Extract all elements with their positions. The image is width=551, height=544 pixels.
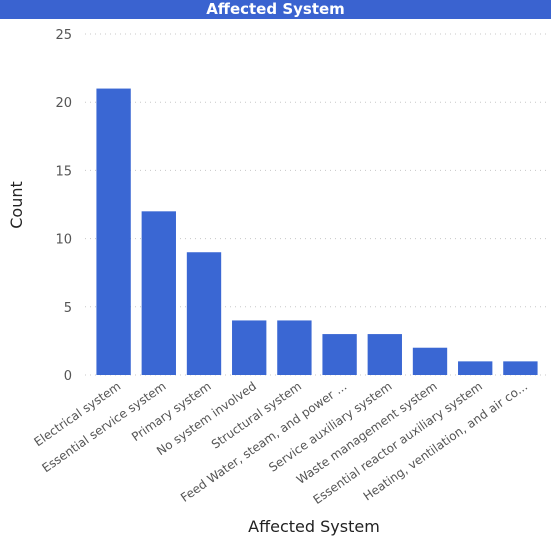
bar[interactable]: [322, 334, 357, 375]
bars: [96, 88, 538, 375]
bar[interactable]: [232, 320, 267, 375]
bar[interactable]: [458, 361, 493, 375]
y-tick-label: 5: [64, 301, 72, 316]
y-tick-label: 0: [64, 369, 72, 384]
bar[interactable]: [186, 252, 222, 375]
bar[interactable]: [503, 361, 538, 375]
y-tick-label: 10: [55, 233, 72, 248]
bar[interactable]: [96, 88, 131, 375]
y-tick-label: 25: [55, 28, 72, 43]
y-axis-ticks: 0 5 10 15 20 25: [55, 28, 72, 384]
bar[interactable]: [412, 347, 448, 375]
bar[interactable]: [367, 334, 402, 375]
bar[interactable]: [277, 320, 312, 375]
y-tick-label: 20: [55, 96, 72, 111]
bar[interactable]: [141, 211, 176, 375]
x-tick-label: Heating, ventilation, and air co...: [361, 379, 530, 504]
chart-title: Affected System: [0, 0, 551, 19]
y-tick-label: 15: [55, 164, 72, 179]
y-axis-title: Count: [7, 181, 26, 229]
x-axis-title: Affected System: [248, 517, 380, 536]
